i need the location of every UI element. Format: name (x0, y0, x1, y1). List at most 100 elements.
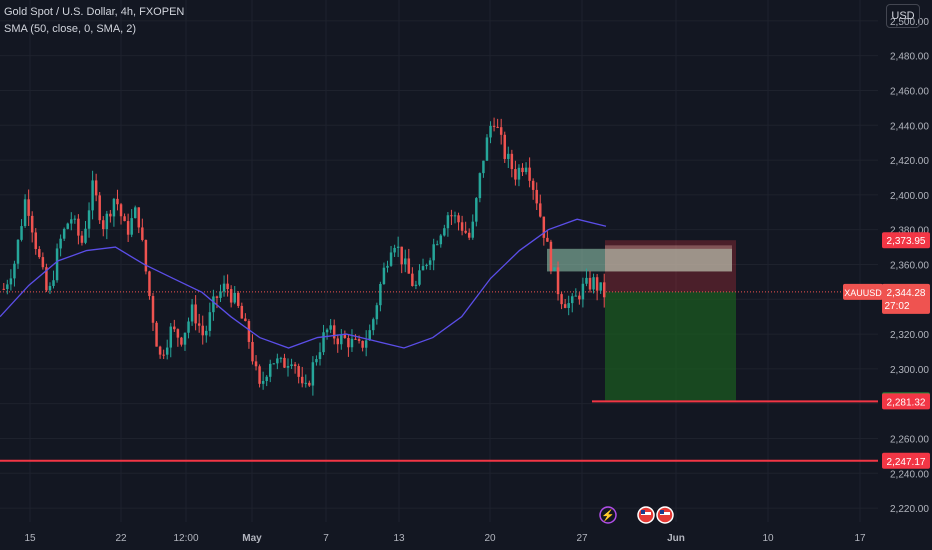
time-tick-label: 22 (115, 533, 127, 544)
candle-body (361, 340, 364, 348)
candle-body (23, 199, 27, 227)
candle-body (208, 312, 212, 331)
candle-body (237, 292, 240, 306)
candle-body (45, 267, 48, 291)
last-price-tag: 2,344.28 (887, 288, 926, 299)
candlestick-series (2, 117, 606, 396)
candle-body (379, 283, 382, 306)
candle-body (531, 180, 535, 190)
candle-body (180, 337, 183, 345)
candle-body (98, 195, 101, 221)
candle-body (66, 223, 69, 229)
candle-body (2, 288, 6, 290)
price-tag-bg (882, 393, 930, 410)
position-zones[interactable] (547, 240, 736, 401)
earnings-event-icon[interactable] (599, 506, 617, 524)
candle-body (201, 325, 204, 336)
candle-body (62, 228, 66, 239)
candle-body (592, 277, 595, 290)
candle-body (343, 334, 347, 338)
sma-indicator-label[interactable]: SMA (50, close, 0, SMA, 2) (4, 23, 137, 35)
candle-body (318, 352, 322, 360)
candle-body (219, 291, 222, 298)
candle-body (553, 267, 556, 272)
candle-body (169, 326, 173, 348)
price-range-box[interactable] (547, 248, 732, 272)
candle-body (489, 125, 492, 138)
candle-body (357, 339, 361, 341)
candle-body (549, 241, 553, 272)
candle-body (439, 235, 443, 245)
flag-canton (641, 510, 645, 514)
candle-body (435, 244, 439, 246)
candle-body (80, 235, 84, 243)
candle-body (304, 382, 308, 384)
price-tick-label: 2,260.00 (890, 434, 929, 445)
candle-body (389, 252, 393, 266)
candle-body (404, 258, 407, 265)
candle-body (27, 199, 30, 216)
candle-body (499, 127, 503, 135)
candle-body (482, 160, 485, 174)
candle-body (460, 222, 464, 231)
sma-line (0, 218, 607, 349)
candle-body (48, 285, 52, 291)
time-axis[interactable]: 15 22 12:00 May 7 13 20 27 Jun 10 17 (24, 533, 866, 544)
time-tick-label: 27 (576, 533, 588, 544)
candle-body (102, 220, 105, 230)
time-tick-label: Jun (667, 533, 685, 544)
candle-body (528, 167, 531, 181)
candle-body (350, 338, 354, 348)
flag-stripe (641, 512, 651, 515)
price-tick-label: 2,460.00 (890, 86, 929, 97)
candle-body (158, 346, 162, 355)
candle-body (55, 248, 59, 281)
candle-body (91, 180, 94, 211)
time-tick-label: May (242, 533, 262, 544)
price-tick-label: 2,300.00 (890, 365, 929, 376)
candle-body (315, 359, 318, 363)
candle-body (116, 198, 119, 205)
candle-body (400, 246, 403, 265)
price-tag: 2,373.95 (887, 236, 926, 247)
candle-body (524, 167, 528, 173)
candle-body (77, 218, 80, 236)
candle-body (229, 289, 233, 303)
price-axis[interactable]: 2,220.002,240.002,260.002,280.002,300.00… (890, 17, 929, 515)
price-tag: 2,247.17 (887, 457, 926, 468)
event-markers[interactable]: ⚡ (599, 506, 674, 524)
candle-body (300, 376, 304, 384)
last-price-tag-bg (882, 283, 930, 314)
horizontal-levels[interactable] (0, 291, 878, 462)
currency-button[interactable]: USD (886, 4, 920, 28)
time-tick-label: 10 (762, 533, 774, 544)
candle-body (364, 340, 368, 348)
candle-body (41, 257, 45, 268)
candle-body (283, 357, 286, 368)
candle-body (496, 126, 499, 128)
candle-body (407, 258, 411, 274)
price-tick-label: 2,500.00 (890, 17, 929, 28)
candle-body (567, 303, 570, 308)
price-tags: 2,373.952,342.892,281.872,281.322,247.17… (843, 232, 930, 469)
candle-body (443, 228, 446, 236)
candle-body (215, 296, 219, 298)
lightning-icon[interactable]: ⚡ (601, 509, 615, 522)
countdown-tag: 27:02 (884, 301, 909, 312)
candle-body (141, 227, 144, 240)
candle-body (30, 215, 34, 233)
candle-body (428, 260, 432, 265)
candle-body (190, 304, 194, 322)
candle-body (595, 277, 599, 291)
candle-body (52, 280, 55, 286)
candle-body (162, 354, 165, 356)
take-profit-zone[interactable] (605, 291, 736, 401)
candle-body (507, 153, 510, 159)
candle-body (457, 215, 460, 223)
candle-body (308, 382, 311, 386)
candle-body (539, 203, 542, 217)
candle-body (393, 247, 396, 253)
candle-body (137, 207, 141, 228)
price-tick-label: 2,220.00 (890, 504, 929, 515)
